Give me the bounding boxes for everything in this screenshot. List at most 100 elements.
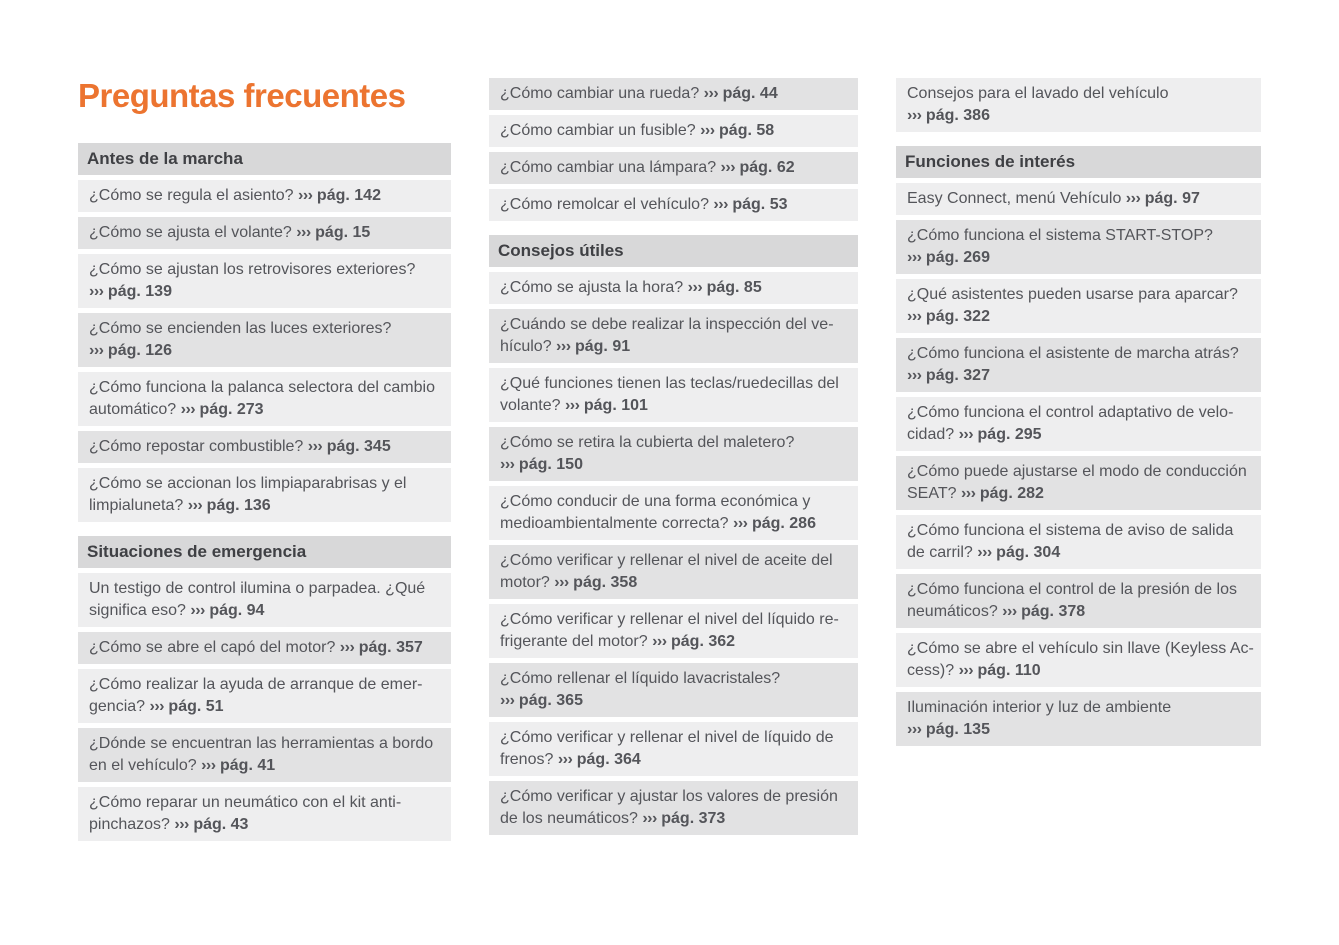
section-header: Situaciones de emergencia bbox=[78, 536, 451, 568]
reference-arrows-icon: ››› bbox=[958, 426, 974, 443]
faq-item[interactable]: ¿Cómo funciona el control de la presión … bbox=[896, 574, 1261, 628]
page-ref: ››› pág. 51 bbox=[149, 698, 224, 715]
faq-item[interactable]: ¿Cómo cambiar un fusible? ››› pág. 58 bbox=[489, 115, 858, 147]
faq-question: ¿Cómo realizar la ayuda de arranque de e… bbox=[89, 676, 423, 715]
faq-column: Preguntas frecuentes Antes de la marcha ¿… bbox=[78, 78, 451, 846]
faq-item[interactable]: ¿Cómo funciona la palanca selectora del … bbox=[78, 372, 451, 426]
faq-question: ¿Cómo reparar un neumático con el kit an… bbox=[89, 794, 402, 833]
page-ref: ››› pág. 110 bbox=[958, 662, 1041, 679]
faq-item[interactable]: ¿Qué asistentes pueden usarse para aparc… bbox=[896, 279, 1261, 333]
faq-question: ¿Qué asistentes pueden usarse para aparc… bbox=[907, 286, 1238, 303]
faq-question: ¿Cómo se encienden las luces exteriores? bbox=[89, 320, 392, 337]
faq-item[interactable]: ¿Cómo se accionan los limpiaparabrisas y… bbox=[78, 468, 451, 522]
faq-item[interactable]: ¿Cómo realizar la ayuda de arranque de e… bbox=[78, 669, 451, 723]
reference-arrows-icon: ››› bbox=[180, 401, 196, 418]
faq-question: ¿Cómo conducir de una forma económica y … bbox=[500, 493, 811, 532]
faq-column: ¿Cómo cambiar una rueda? ››› pág. 44 ¿Cóm… bbox=[489, 78, 858, 840]
faq-question: Easy Connect, menú Vehículo bbox=[907, 190, 1126, 207]
reference-arrows-icon: ››› bbox=[564, 397, 580, 414]
faq-item[interactable]: ¿Cómo verificar y rellenar el nivel de a… bbox=[489, 545, 858, 599]
page-ref: ››› pág. 378 bbox=[1002, 603, 1086, 620]
section-header: Antes de la marcha bbox=[78, 143, 451, 175]
faq-column: Consejos para el lavado del vehículo ››› … bbox=[896, 78, 1261, 751]
reference-arrows-icon: ››› bbox=[556, 338, 571, 355]
faq-item[interactable]: ¿Cómo repostar combustible? ››› pág. 345 bbox=[78, 431, 451, 463]
reference-arrows-icon: ››› bbox=[174, 816, 189, 833]
page-ref: ››› pág. 135 bbox=[907, 721, 990, 738]
faq-item[interactable]: ¿Qué funciones tienen las teclas/ruedeci… bbox=[489, 368, 858, 422]
faq-item[interactable]: ¿Cómo reparar un neumático con el kit an… bbox=[78, 787, 451, 841]
faq-item[interactable]: Easy Connect, menú Vehículo ››› pág. 97 bbox=[896, 183, 1261, 215]
reference-arrows-icon: ››› bbox=[907, 107, 922, 124]
faq-question: Iluminación interior y luz de ambiente bbox=[907, 699, 1172, 716]
faq-item[interactable]: ¿Cómo se ajustan los retrovisores exteri… bbox=[78, 254, 451, 308]
faq-item[interactable]: ¿Cómo cambiar una rueda? ››› pág. 44 bbox=[489, 78, 858, 110]
reference-arrows-icon: ››› bbox=[907, 308, 922, 325]
reference-arrows-icon: ››› bbox=[687, 279, 703, 296]
faq-item[interactable]: ¿Cómo funciona el sistema de aviso de sa… bbox=[896, 515, 1261, 569]
faq-question: ¿Cómo se abre el capó del motor? bbox=[89, 639, 340, 656]
faq-question: ¿Cómo funciona el control de la presión … bbox=[907, 581, 1237, 620]
page-ref: ››› pág. 101 bbox=[564, 397, 648, 414]
faq-question: ¿Cómo se accionan los limpiaparabrisas y… bbox=[89, 475, 407, 514]
faq-item[interactable]: ¿Cómo se abre el capó del motor? ››› pág… bbox=[78, 632, 451, 664]
page-ref: ››› pág. 273 bbox=[180, 401, 264, 418]
page-ref: ››› pág. 362 bbox=[652, 633, 736, 650]
faq-item[interactable]: ¿Cómo se retira la cubierta del maletero… bbox=[489, 427, 858, 481]
faq-item[interactable]: ¿Cuándo se debe realizar la inspección d… bbox=[489, 309, 858, 363]
faq-question: ¿Cuándo se debe realizar la inspección d… bbox=[500, 316, 834, 355]
faq-question: ¿Cómo verificar y rellenar el nivel de l… bbox=[500, 729, 834, 768]
faq-question: ¿Cómo cambiar una rueda? bbox=[500, 85, 704, 102]
reference-arrows-icon: ››› bbox=[500, 692, 515, 709]
page-ref: ››› pág. 304 bbox=[977, 544, 1061, 561]
faq-item[interactable]: Consejos para el lavado del vehículo ››› … bbox=[896, 78, 1261, 132]
faq-item[interactable]: ¿Cómo puede ajustarse el modo de conducc… bbox=[896, 456, 1261, 510]
faq-columns: Preguntas frecuentes Antes de la marcha ¿… bbox=[78, 78, 1261, 846]
faq-question: ¿Cómo cambiar una lámpara? bbox=[500, 159, 721, 176]
faq-item[interactable]: Iluminación interior y luz de ambiente ››… bbox=[896, 692, 1261, 746]
faq-item[interactable]: Un testigo de control ilumina o parpadea… bbox=[78, 573, 451, 627]
faq-question: ¿Cómo funciona la palanca selectora del … bbox=[89, 379, 435, 418]
faq-question: ¿Cómo verificar y rellenar el nivel de a… bbox=[500, 552, 833, 591]
faq-item[interactable]: ¿Cómo se encienden las luces exteriores?… bbox=[78, 313, 451, 367]
page-ref: ››› pág. 43 bbox=[174, 816, 249, 833]
faq-item[interactable]: ¿Cómo cambiar una lámpara? ››› pág. 62 bbox=[489, 152, 858, 184]
reference-arrows-icon: ››› bbox=[339, 639, 355, 656]
page-ref: ››› pág. 139 bbox=[89, 283, 172, 300]
page-ref: ››› pág. 91 bbox=[556, 338, 631, 355]
section-header: Funciones de interés bbox=[896, 146, 1261, 178]
section-header: Consejos útiles bbox=[489, 235, 858, 267]
page-ref: ››› pág. 136 bbox=[187, 497, 271, 514]
faq-item[interactable]: ¿Cómo se ajusta el volante? ››› pág. 15 bbox=[78, 217, 451, 249]
faq-item[interactable]: ¿Cómo conducir de una forma económica y … bbox=[489, 486, 858, 540]
page-ref: ››› pág. 142 bbox=[298, 187, 381, 204]
reference-arrows-icon: ››› bbox=[642, 810, 657, 827]
faq-item[interactable]: ¿Cómo se abre el vehículo sin llave (Key… bbox=[896, 633, 1261, 687]
faq-item[interactable]: ¿Cómo verificar y rellenar el nivel del … bbox=[489, 604, 858, 658]
faq-item[interactable]: ¿Cómo se ajusta la hora? ››› pág. 85 bbox=[489, 272, 858, 304]
page-ref: ››› pág. 269 bbox=[907, 249, 990, 266]
page-ref: ››› pág. 282 bbox=[960, 485, 1044, 502]
page-title: Preguntas frecuentes bbox=[78, 77, 406, 114]
faq-item[interactable]: ¿Cómo remolcar el vehículo? ››› pág. 53 bbox=[489, 189, 858, 221]
faq-item[interactable]: ¿Cómo verificar y ajustar los valores de… bbox=[489, 781, 858, 835]
faq-item[interactable]: ¿Cómo funciona el asistente de marcha at… bbox=[896, 338, 1261, 392]
faq-item[interactable]: ¿Cómo funciona el sistema START-STOP? ›››… bbox=[896, 220, 1261, 274]
faq-question: ¿Cómo se ajusta el volante? bbox=[89, 224, 297, 241]
reference-arrows-icon: ››› bbox=[89, 283, 104, 300]
faq-item[interactable]: ¿Cómo verificar y rellenar el nivel de l… bbox=[489, 722, 858, 776]
faq-question: ¿Cómo se ajusta la hora? bbox=[500, 279, 688, 296]
faq-item[interactable]: ¿Cómo funciona el control adaptativo de … bbox=[896, 397, 1261, 451]
page-ref: ››› pág. 386 bbox=[907, 107, 990, 124]
reference-arrows-icon: ››› bbox=[500, 456, 515, 473]
faq-item[interactable]: ¿Cómo se regula el asiento? ››› pág. 142 bbox=[78, 180, 451, 212]
reference-arrows-icon: ››› bbox=[733, 515, 748, 532]
page-ref: ››› pág. 327 bbox=[907, 367, 990, 384]
faq-item[interactable]: ¿Dónde se encuentran las herramientas a … bbox=[78, 728, 451, 782]
faq-item[interactable]: ¿Cómo rellenar el líquido lavacristales?… bbox=[489, 663, 858, 717]
reference-arrows-icon: ››› bbox=[652, 633, 667, 650]
page-ref: ››› pág. 53 bbox=[713, 196, 788, 213]
page-ref: ››› pág. 62 bbox=[720, 159, 795, 176]
reference-arrows-icon: ››› bbox=[713, 196, 728, 213]
reference-arrows-icon: ››› bbox=[557, 751, 573, 768]
